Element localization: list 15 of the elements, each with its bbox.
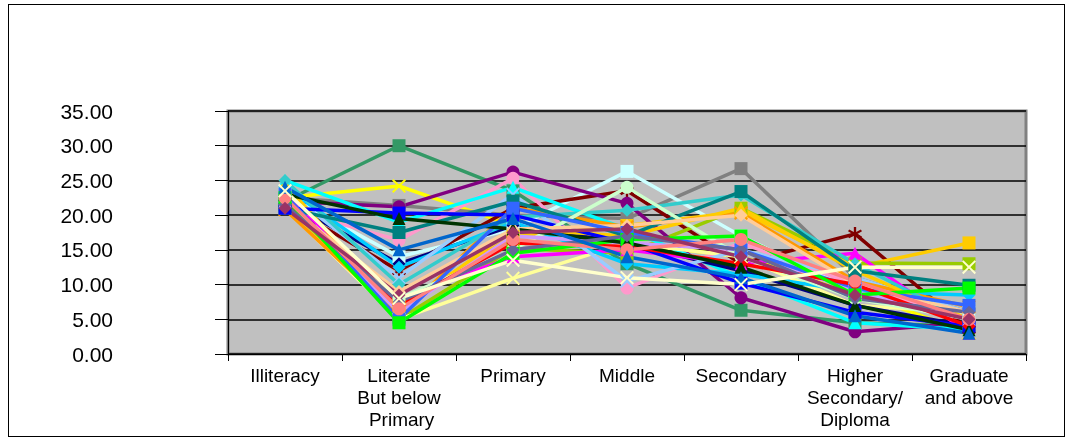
y-tick-label: 15.00: [60, 238, 113, 262]
y-tick-label: 20.00: [60, 203, 113, 227]
x-tick-label: Literate But below Primary: [357, 364, 441, 430]
y-tick-label: 35.00: [60, 99, 113, 123]
y-tick-label: 0.00: [72, 342, 113, 366]
x-tick-label: Primary: [480, 364, 547, 386]
y-tick-label: 5.00: [72, 307, 113, 331]
y-tick-label: 10.00: [60, 273, 113, 297]
x-tick-label: Illiteracy: [250, 364, 321, 386]
x-tick-label: Middle: [599, 364, 655, 386]
x-tick-label: Graduate and above: [924, 364, 1014, 408]
x-tick-label: Secondary: [695, 364, 787, 386]
y-tick-label: 25.00: [60, 168, 113, 192]
x-tick-label: Higher Secondary/ Diploma: [806, 364, 904, 430]
y-tick-label: 30.00: [60, 134, 113, 158]
